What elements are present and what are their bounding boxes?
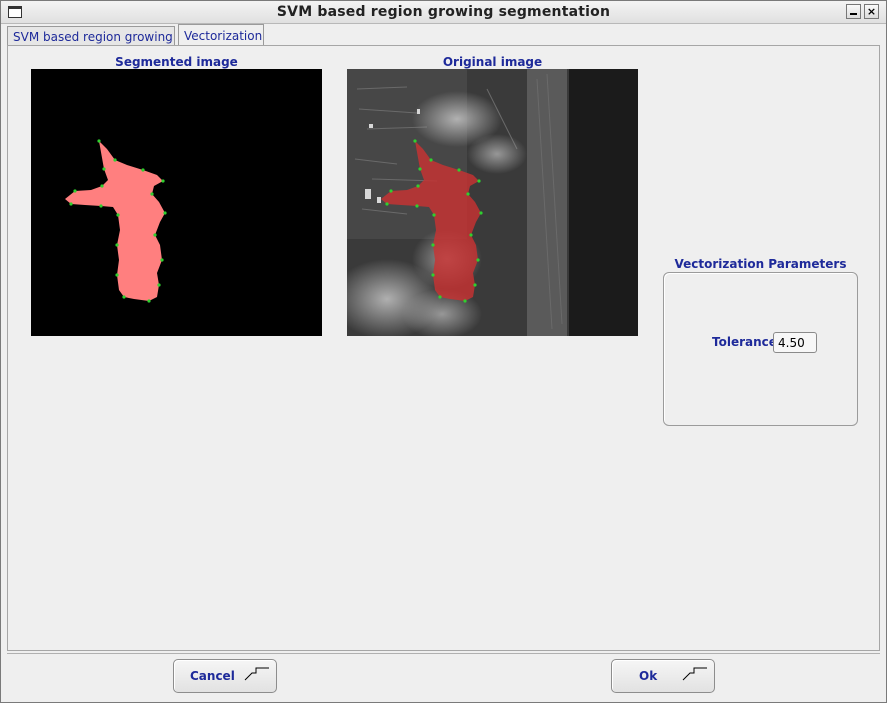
original-image-canvas bbox=[347, 69, 638, 336]
close-icon: × bbox=[866, 5, 877, 18]
segmented-region bbox=[65, 141, 165, 301]
urban-texture bbox=[354, 73, 563, 330]
bottom-separator bbox=[7, 653, 880, 654]
tolerance-input[interactable] bbox=[773, 332, 817, 353]
window-title: SVM based region growing segmentation bbox=[276, 4, 611, 20]
window-menu-icon[interactable] bbox=[8, 6, 22, 18]
original-image bbox=[347, 69, 638, 336]
segmented-image-canvas bbox=[65, 139, 167, 303]
minimize-icon bbox=[850, 13, 857, 15]
ok-button-label: Ok bbox=[639, 669, 658, 683]
original-image-caption: Original image bbox=[442, 55, 543, 69]
title-bar[interactable]: SVM based region growing segmentation × bbox=[1, 1, 886, 24]
close-button[interactable]: × bbox=[864, 4, 879, 19]
tab-svm-region-growing[interactable]: SVM based region growing bbox=[7, 26, 175, 45]
vectorization-parameters-group bbox=[663, 272, 858, 426]
cancel-button[interactable]: Cancel bbox=[173, 659, 277, 693]
overlay-region bbox=[381, 141, 481, 301]
cancel-button-label: Cancel bbox=[190, 669, 235, 683]
cancel-step-icon bbox=[244, 667, 269, 681]
minimize-button[interactable] bbox=[846, 4, 861, 19]
ok-step-icon bbox=[682, 667, 707, 681]
segmented-image bbox=[31, 69, 322, 336]
overlay-vertex-markers bbox=[385, 139, 483, 303]
vectorization-parameters-title: Vectorization Parameters bbox=[663, 257, 858, 271]
segmented-image-caption: Segmented image bbox=[115, 55, 238, 69]
ok-button[interactable]: Ok bbox=[611, 659, 715, 693]
tab-vectorization[interactable]: Vectorization bbox=[178, 24, 264, 46]
tolerance-label: Tolerance bbox=[712, 335, 777, 349]
vertex-markers bbox=[69, 139, 167, 303]
